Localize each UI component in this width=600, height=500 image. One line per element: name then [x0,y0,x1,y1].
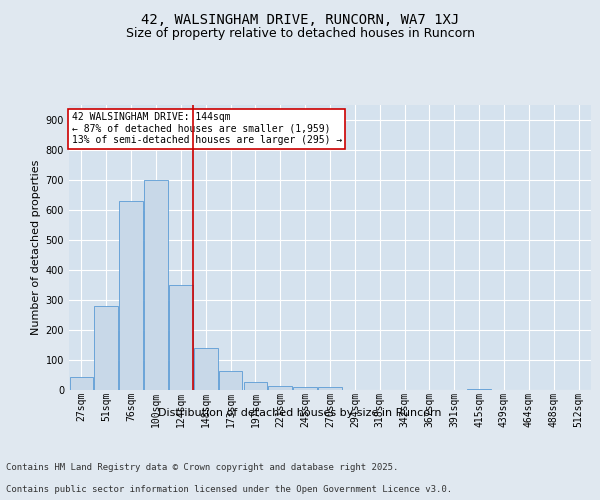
Bar [144,180,168,390]
Bar [119,201,143,390]
Text: 42, WALSINGHAM DRIVE, RUNCORN, WA7 1XJ: 42, WALSINGHAM DRIVE, RUNCORN, WA7 1XJ [141,12,459,26]
Bar [467,388,491,390]
Bar [94,306,118,390]
Text: Contains public sector information licensed under the Open Government Licence v3: Contains public sector information licen… [6,485,452,494]
Text: Distribution of detached houses by size in Runcorn: Distribution of detached houses by size … [158,408,442,418]
Bar [268,386,292,390]
Bar [169,285,193,390]
Bar [293,387,317,390]
Bar [318,388,342,390]
Text: Contains HM Land Registry data © Crown copyright and database right 2025.: Contains HM Land Registry data © Crown c… [6,464,398,472]
Bar [219,370,242,390]
Text: 42 WALSINGHAM DRIVE: 144sqm
← 87% of detached houses are smaller (1,959)
13% of : 42 WALSINGHAM DRIVE: 144sqm ← 87% of det… [71,112,342,146]
Bar [194,348,218,390]
Bar [70,378,93,390]
Bar [244,382,267,390]
Y-axis label: Number of detached properties: Number of detached properties [31,160,41,335]
Text: Size of property relative to detached houses in Runcorn: Size of property relative to detached ho… [125,28,475,40]
